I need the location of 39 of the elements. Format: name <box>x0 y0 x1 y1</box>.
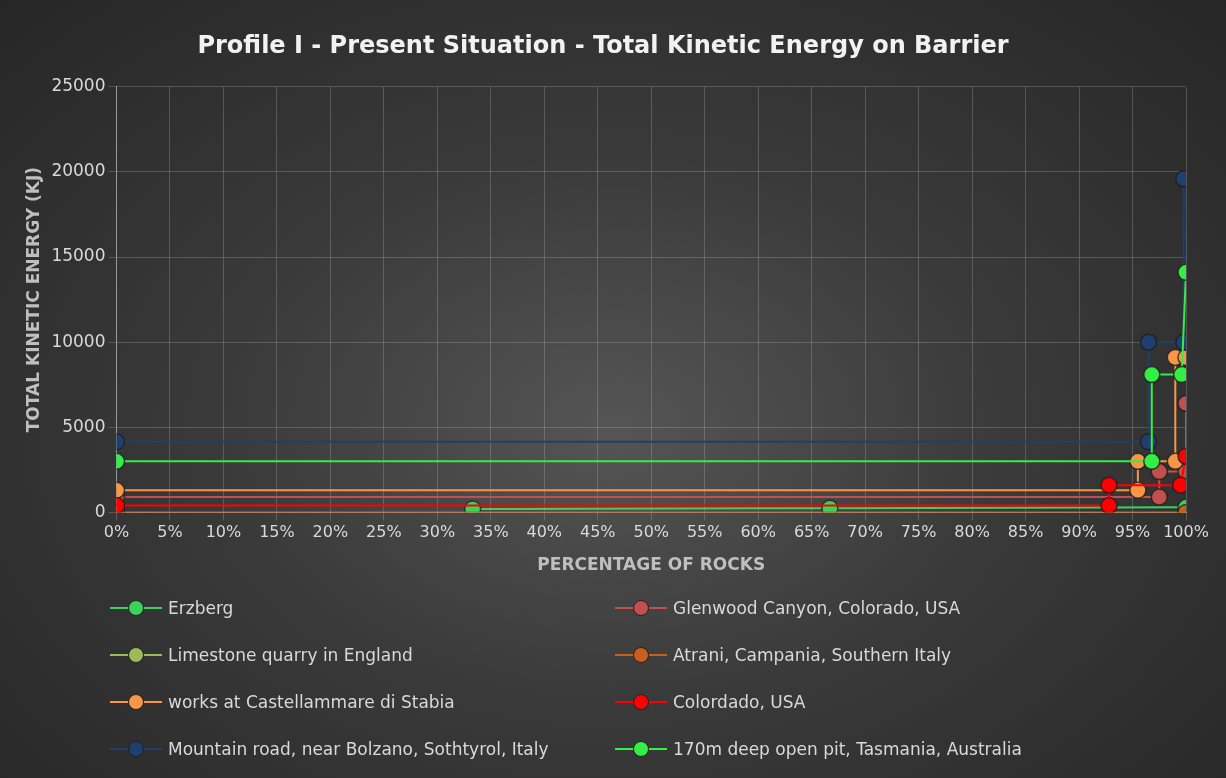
legend-label: Limestone quarry in England <box>168 645 413 665</box>
legend-label: works at Castellammare di Stabia <box>168 692 455 712</box>
y-tick-label: 15000 <box>51 245 106 266</box>
x-tick-label: 85% <box>1007 522 1044 542</box>
legend-label: Colordado, USA <box>673 692 806 712</box>
legend-label: Glenwood Canyon, Colorado, USA <box>673 598 961 618</box>
legend-label: 170m deep open pit, Tasmania, Australia <box>673 739 1022 759</box>
x-tick-label: 40% <box>526 522 563 542</box>
x-tick-label: 0% <box>103 522 130 542</box>
x-tick-label: 35% <box>473 522 509 542</box>
x-tick-label: 45% <box>579 522 616 542</box>
y-tick-label: 0 <box>94 500 106 521</box>
x-tick-label: 15% <box>259 522 295 542</box>
point <box>1171 476 1186 494</box>
x-tick-label: 100% <box>1163 522 1209 542</box>
x-tick-label: 70% <box>847 522 883 542</box>
x-tick-label: 65% <box>793 522 830 542</box>
y-tick-label: 25000 <box>51 75 106 96</box>
x-tick-label: 25% <box>366 522 402 542</box>
x-tick-label: 80% <box>954 522 990 542</box>
x-axis-title: PERCENTAGE OF ROCKS <box>537 554 766 575</box>
x-tick-label: 95% <box>1114 522 1151 542</box>
x-tick-label: 75% <box>900 522 937 542</box>
legend-label: Mountain road, near Bolzano, Sothtyrol, Italy <box>168 739 549 759</box>
y-tick-label: 10000 <box>51 330 106 351</box>
y-tick-label: 5000 <box>62 415 106 436</box>
y-axis-title: TOTAL KINETIC ENERGY (KJ) <box>22 166 43 433</box>
x-tick-label: 55% <box>686 522 723 542</box>
x-tick-label: 5% <box>157 522 183 542</box>
y-tick-label: 20000 <box>51 160 106 181</box>
x-tick-label: 30% <box>419 522 456 542</box>
x-tick-label: 60% <box>740 522 776 542</box>
x-tick-label: 90% <box>1061 522 1097 542</box>
legend-label: Atrani, Campania, Southern Italy <box>673 645 952 665</box>
legend-label: Erzberg <box>168 598 234 618</box>
x-tick-label: 50% <box>633 522 670 542</box>
x-tick-label: 10% <box>205 522 242 542</box>
chart-title: Profile I - Present Situation - Total Kinetic Energy on Barrier <box>197 30 1009 59</box>
x-tick-label: 20% <box>312 522 349 542</box>
